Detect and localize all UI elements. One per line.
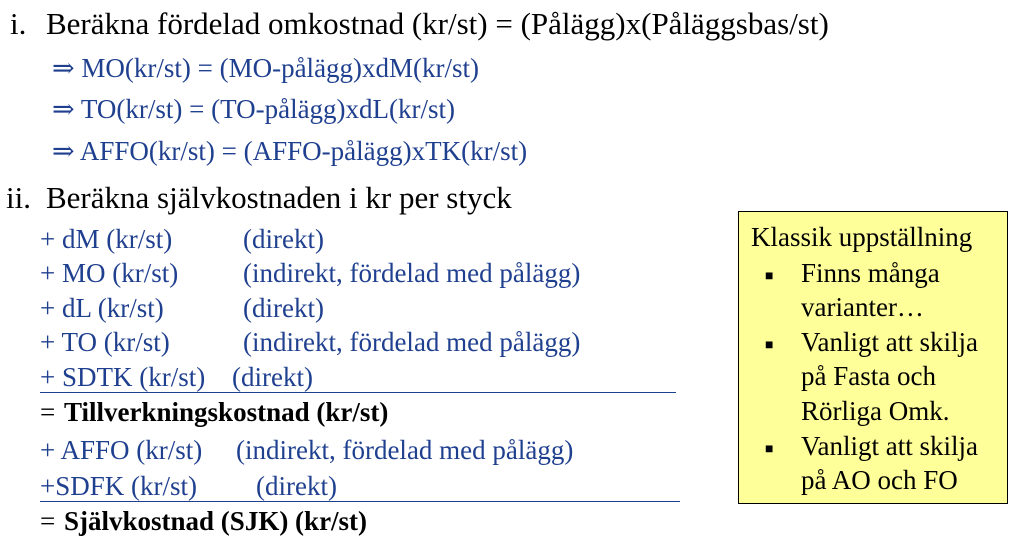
row-dl-item: + dL (kr/st) xyxy=(40,293,164,323)
row-tillverkning-total: Tillverkningskostnad (kr/st) xyxy=(64,397,389,427)
bullet-square-icon: ■ xyxy=(765,269,774,284)
row-dl-note: (direkt) xyxy=(243,293,324,323)
note-bullet-2-line-3: Rörliga Omk. xyxy=(801,396,950,426)
row-tillverkning-prefix: = xyxy=(40,397,62,427)
row-dm-note: (direkt) xyxy=(243,224,324,254)
section-ii-label: ii. xyxy=(6,180,31,215)
row-sdtk-item: + SDTK (kr/st) xyxy=(40,362,206,392)
note-bullet-1-line-1: Finns många xyxy=(801,258,940,288)
formula-mo: ⇒ MO(kr/st) = (MO-pålägg)xdM(kr/st) xyxy=(52,53,480,83)
row-sjalvkostnad-total: Självkostnad (SJK) (kr/st) xyxy=(64,506,368,536)
row-sdtk-note: (direkt) xyxy=(232,362,313,392)
row-sdfk-note: (direkt) xyxy=(256,471,337,501)
note-box: Klassik uppställning ■ Finns många varia… xyxy=(738,211,1008,504)
section-ii-heading: Beräkna självkostnaden i kr per styck xyxy=(46,180,512,215)
subtotal-rule-1 xyxy=(40,392,676,393)
section-i-heading: Beräkna fördelad omkostnad (kr/st) = (På… xyxy=(46,6,829,41)
row-affo-note: (indirekt, fördelad med pålägg) xyxy=(236,435,574,465)
formula-affo: ⇒ AFFO(kr/st) = (AFFO-pålägg)xTK(kr/st) xyxy=(52,136,528,166)
note-bullet-2-line-1: Vanligt att skilja xyxy=(801,327,978,357)
row-sdfk-item: +SDFK (kr/st) xyxy=(40,471,197,501)
row-mo-note: (indirekt, fördelad med pålägg) xyxy=(243,258,581,288)
row-to-item: + TO (kr/st) xyxy=(40,327,170,357)
section-i-label: i. xyxy=(10,6,27,41)
row-sjalvkostnad-prefix: = xyxy=(40,506,62,536)
row-mo-item: + MO (kr/st) xyxy=(40,258,179,288)
bullet-square-icon: ■ xyxy=(765,338,774,353)
row-to-note: (indirekt, fördelad med pålägg) xyxy=(243,327,581,357)
note-bullet-1-line-2: varianter… xyxy=(801,292,924,322)
bullet-square-icon: ■ xyxy=(765,442,774,457)
row-dm-item: + dM (kr/st) xyxy=(40,224,173,254)
row-affo-item: + AFFO (kr/st) xyxy=(40,435,203,465)
subtotal-rule-2 xyxy=(40,501,680,502)
note-box-title: Klassik uppställning xyxy=(751,222,973,252)
note-bullet-3-line-2: på AO och FO xyxy=(801,465,958,495)
formula-to: ⇒ TO(kr/st) = (TO-pålägg)xdL(kr/st) xyxy=(52,94,456,124)
note-bullet-2-line-2: på Fasta och xyxy=(801,361,936,391)
note-bullet-3-line-1: Vanligt att skilja xyxy=(801,431,978,461)
